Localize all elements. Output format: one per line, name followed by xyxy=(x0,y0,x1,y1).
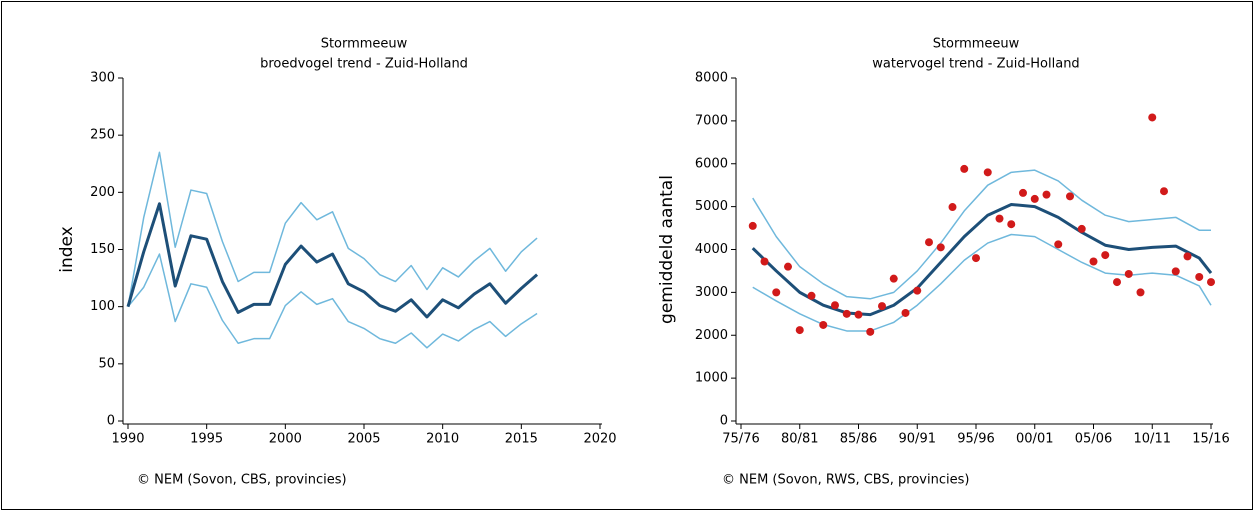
data-point xyxy=(889,274,898,283)
data-point xyxy=(1101,251,1110,260)
trend-line xyxy=(127,253,538,349)
data-point xyxy=(1136,288,1145,297)
y-tick-label: 3000 xyxy=(695,285,728,300)
chart-title: Stormmeeuw xyxy=(321,37,408,52)
data-point xyxy=(1160,187,1168,196)
y-tick-label: 0 xyxy=(720,414,728,429)
source-note: © NEM (Sovon, CBS, provincies) xyxy=(137,473,347,488)
y-tick-label: 8000 xyxy=(695,71,728,86)
y-tick-label: 50 xyxy=(98,356,115,371)
data-point xyxy=(831,301,839,310)
y-tick-label: 5000 xyxy=(695,199,728,214)
y-tick-label: 6000 xyxy=(695,156,728,171)
data-point xyxy=(795,326,804,335)
data-point xyxy=(1148,113,1157,122)
trend-line xyxy=(752,169,1211,300)
x-tick-label: 2010 xyxy=(426,432,459,447)
data-point xyxy=(1042,190,1051,199)
data-point xyxy=(948,203,957,212)
x-tick-label: 2005 xyxy=(347,432,380,447)
x-tick-label: 80/81 xyxy=(781,432,818,447)
x-tick-label: 05/06 xyxy=(1075,432,1112,447)
data-point xyxy=(760,257,769,266)
chart-title: Stormmeeuw xyxy=(933,37,1020,52)
y-tick-label: 4000 xyxy=(695,242,728,257)
data-point xyxy=(936,243,945,252)
data-point xyxy=(1113,278,1121,287)
x-tick-label: 15/16 xyxy=(1192,432,1229,447)
y-tick-label: 150 xyxy=(90,242,115,257)
source-note: © NEM (Sovon, RWS, CBS, provincies) xyxy=(722,473,969,488)
y-tick-label: 200 xyxy=(90,185,115,200)
data-point xyxy=(1089,257,1098,266)
data-point xyxy=(1077,224,1086,233)
y-tick-label: 100 xyxy=(90,299,115,314)
data-point xyxy=(748,221,757,230)
data-point xyxy=(901,308,910,317)
x-tick-label: 2015 xyxy=(505,432,538,447)
data-point xyxy=(784,262,792,271)
data-point xyxy=(772,288,781,297)
data-point xyxy=(1183,252,1192,261)
data-point xyxy=(1171,267,1180,276)
y-tick-label: 1000 xyxy=(695,371,728,386)
y-axis-label: gemiddeld aantal xyxy=(657,175,677,324)
data-point xyxy=(1066,192,1074,201)
data-point xyxy=(854,310,863,319)
data-point xyxy=(1124,269,1133,278)
x-tick-label: 85/86 xyxy=(840,432,877,447)
data-point xyxy=(972,254,980,263)
x-tick-label: 95/96 xyxy=(957,432,994,447)
data-point xyxy=(1195,272,1204,281)
data-point xyxy=(1054,240,1063,249)
chart-subtitle: broedvogel trend - Zuid-Holland xyxy=(260,57,468,72)
data-point xyxy=(995,214,1004,223)
y-tick-label: 250 xyxy=(90,128,115,143)
trend-line xyxy=(127,151,538,307)
data-point xyxy=(913,286,922,295)
trend-line xyxy=(126,202,539,319)
data-point xyxy=(807,291,816,300)
x-tick-label: 2020 xyxy=(583,432,616,447)
y-tick-label: 7000 xyxy=(695,113,728,128)
x-tick-label: 2000 xyxy=(269,432,302,447)
x-tick-label: 00/01 xyxy=(1016,432,1053,447)
data-point xyxy=(960,164,969,173)
chart-subtitle: watervogel trend - Zuid-Holland xyxy=(872,57,1079,72)
x-tick-label: 1995 xyxy=(190,432,223,447)
y-axis-label: index xyxy=(57,226,77,273)
data-point xyxy=(1030,194,1039,203)
x-tick-label: 90/91 xyxy=(899,432,936,447)
y-tick-label: 0 xyxy=(107,414,115,429)
x-tick-label: 10/11 xyxy=(1134,432,1171,447)
data-point xyxy=(842,309,851,318)
trend-line xyxy=(751,202,1213,317)
y-tick-label: 2000 xyxy=(695,328,728,343)
data-point xyxy=(1207,278,1215,287)
x-tick-label: 75/76 xyxy=(722,432,759,447)
data-point xyxy=(1007,220,1016,229)
x-tick-label: 1990 xyxy=(111,432,144,447)
trend-line xyxy=(752,233,1212,332)
data-point xyxy=(925,238,933,247)
data-point xyxy=(1019,188,1027,197)
data-point xyxy=(866,327,875,336)
data-point xyxy=(983,168,992,177)
data-point xyxy=(878,302,886,311)
y-tick-label: 300 xyxy=(90,71,115,86)
data-point xyxy=(819,320,828,329)
